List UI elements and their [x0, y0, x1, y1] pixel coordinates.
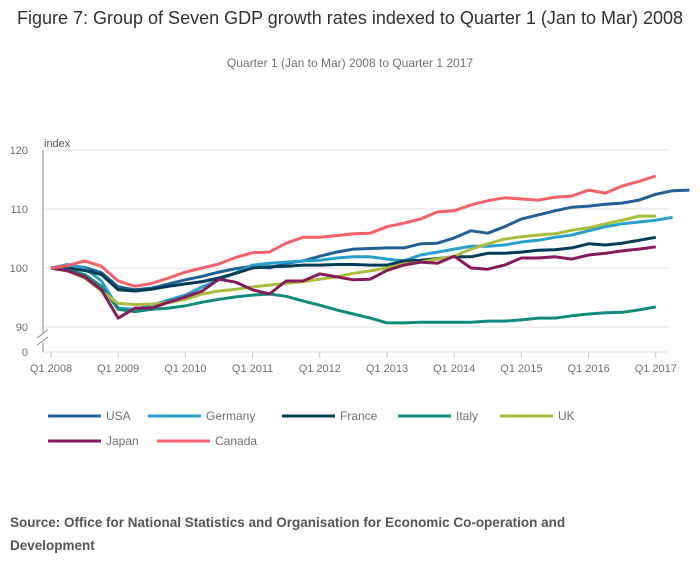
series-line-usa	[50, 188, 690, 292]
legend-label: Germany	[206, 409, 255, 423]
y-tick-label: 0	[22, 347, 28, 359]
x-tick-label: Q1 2017	[635, 363, 677, 375]
legend: USA Germany France Italy UK Japan Canada	[48, 409, 575, 448]
axis-break-mark	[36, 336, 49, 346]
legend-item-japan[interactable]: Japan	[48, 434, 139, 448]
x-tick-label: Q1 2010	[164, 363, 206, 375]
series-line-france	[50, 235, 657, 293]
x-tick-label: Q1 2009	[97, 363, 139, 375]
x-tick-label: Q1 2014	[433, 363, 475, 375]
legend-label: USA	[106, 409, 131, 423]
legend-item-usa[interactable]: USA	[48, 409, 131, 423]
legend-item-canada[interactable]: Canada	[157, 434, 257, 448]
x-tick-label: Q1 2013	[366, 363, 408, 375]
y-tick-label: 90	[16, 322, 28, 334]
legend-item-germany[interactable]: Germany	[148, 409, 255, 423]
y-axis-label: index	[44, 138, 71, 150]
x-tick-label: Q1 2008	[30, 363, 72, 375]
legend-label: UK	[558, 409, 575, 423]
gridlines	[43, 149, 668, 328]
line-chart: index 0 90 100 110 120 Q1 2008 Q1 2009 Q1 2010…	[10, 138, 690, 448]
chart-subtitle: Quarter 1 (Jan to Mar) 2008 to Quarter 1…	[226, 56, 474, 70]
legend-label: Japan	[106, 434, 139, 448]
x-tick-label: Q1 2012	[299, 363, 341, 375]
series-line-uk	[50, 214, 656, 307]
legend-item-italy[interactable]: Italy	[398, 409, 478, 423]
series-line-canada	[50, 174, 657, 288]
y-tick-label: 120	[10, 145, 28, 157]
y-tick-label: 110	[10, 204, 28, 216]
series-lines	[50, 174, 690, 325]
legend-item-uk[interactable]: UK	[500, 409, 575, 423]
legend-label: Italy	[456, 409, 478, 423]
x-tick-label: Q1 2016	[567, 363, 609, 375]
axis-break-mark	[36, 329, 49, 339]
axes	[36, 150, 668, 353]
legend-label: France	[340, 409, 378, 423]
series-line-italy	[50, 266, 657, 325]
source-note: Source: Office for National Statistics a…	[10, 515, 566, 553]
x-tick-label: Q1 2011	[232, 363, 273, 375]
y-tick-label: 100	[10, 263, 28, 275]
x-tick-label: Q1 2015	[500, 363, 542, 375]
legend-label: Canada	[215, 434, 257, 448]
chart-title: Figure 7: Group of Seven GDP growth rate…	[16, 8, 683, 28]
y-tick-labels: 0 90 100 110 120	[10, 145, 28, 359]
legend-item-france[interactable]: France	[282, 409, 378, 423]
x-tick-labels: Q1 2008 Q1 2009 Q1 2010 Q1 2011 Q1 2012 Q1 20…	[30, 352, 677, 375]
series-line-japan	[50, 245, 657, 320]
